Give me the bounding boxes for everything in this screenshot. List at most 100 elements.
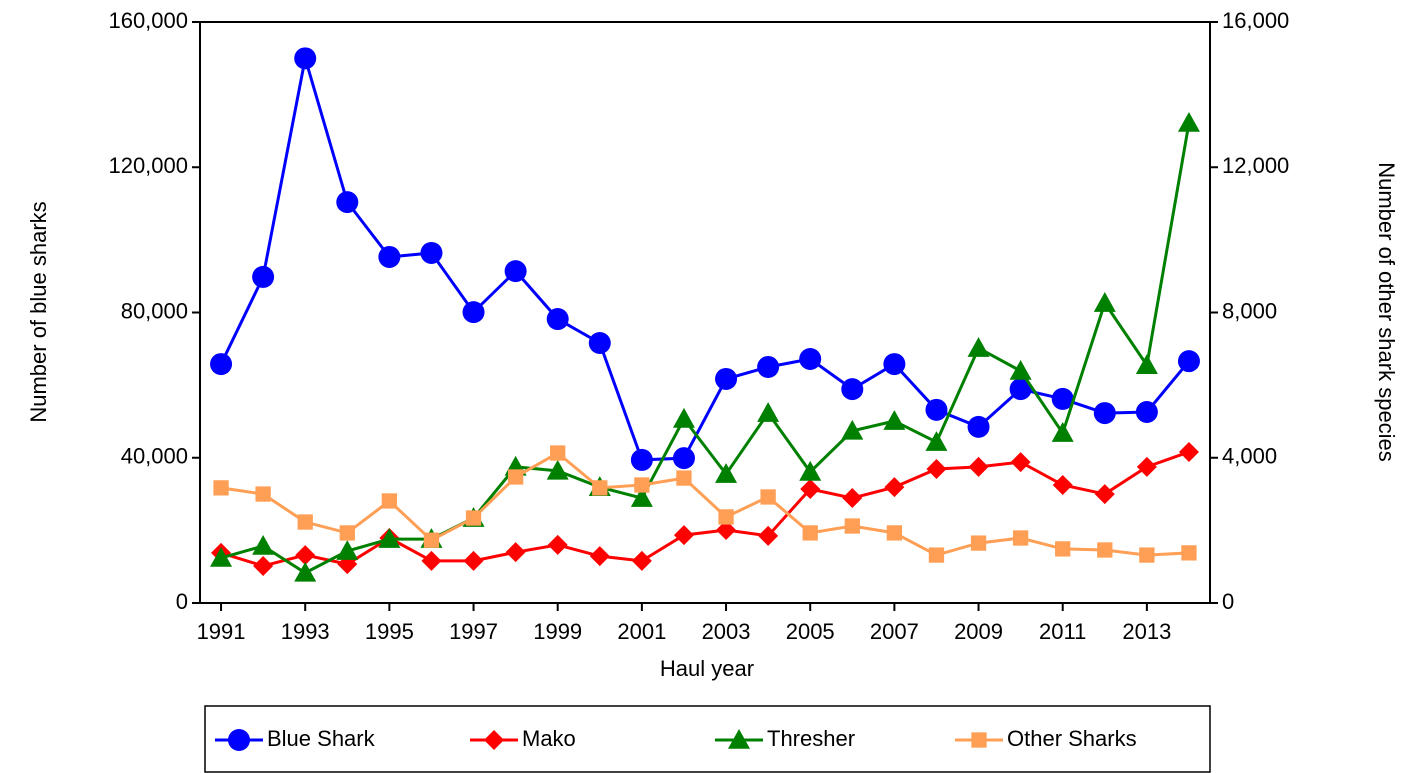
y-axis-label: Number of blue sharks xyxy=(26,201,51,422)
marker xyxy=(799,347,822,370)
series-line xyxy=(220,451,1190,557)
marker xyxy=(728,729,750,749)
y2-axis-label: Number of other shark species xyxy=(1374,162,1399,462)
y2-tick-label: 4,000 xyxy=(1222,444,1277,469)
x-axis-label: Haul year xyxy=(660,656,754,681)
y2-tick-label: 8,000 xyxy=(1222,298,1277,323)
legend-label: Other Sharks xyxy=(1007,726,1137,751)
marker xyxy=(926,459,947,480)
marker xyxy=(757,355,780,378)
marker xyxy=(592,480,608,496)
marker xyxy=(1051,422,1074,442)
y2-tick-label: 0 xyxy=(1222,589,1234,614)
marker xyxy=(546,459,569,480)
marker xyxy=(971,732,987,748)
marker xyxy=(505,542,526,563)
marker xyxy=(673,525,694,546)
x-tick-label: 2013 xyxy=(1122,619,1171,644)
legend-label: Blue Shark xyxy=(267,726,376,751)
marker xyxy=(884,477,905,498)
y-tick-label: 0 xyxy=(176,589,188,614)
marker xyxy=(294,561,317,582)
marker xyxy=(1051,387,1074,410)
x-tick-label: 1995 xyxy=(365,619,414,644)
marker xyxy=(1177,111,1200,132)
marker xyxy=(676,470,692,486)
marker xyxy=(967,337,990,357)
x-tick-label: 2011 xyxy=(1039,619,1086,644)
marker xyxy=(378,245,401,268)
marker xyxy=(213,480,229,496)
marker xyxy=(507,469,524,485)
marker xyxy=(1181,545,1197,561)
marker xyxy=(799,460,822,481)
marker xyxy=(1097,542,1113,558)
marker xyxy=(504,260,527,283)
marker xyxy=(228,729,250,751)
plot-frame xyxy=(199,21,1211,604)
marker xyxy=(297,514,313,530)
y-tick-label: 160,000 xyxy=(108,8,188,33)
marker xyxy=(339,525,355,541)
x-tick-label: 1997 xyxy=(449,619,498,644)
marker xyxy=(970,535,987,551)
x-tick-label: 1993 xyxy=(281,619,330,644)
marker xyxy=(716,520,737,541)
marker xyxy=(463,550,484,571)
marker xyxy=(886,525,903,541)
marker xyxy=(253,555,274,576)
marker xyxy=(760,489,776,505)
marker xyxy=(1178,441,1199,462)
marker xyxy=(718,509,734,525)
marker xyxy=(672,407,695,428)
marker xyxy=(1052,474,1073,495)
marker xyxy=(800,478,821,499)
marker xyxy=(589,546,610,567)
marker xyxy=(1009,378,1032,401)
marker xyxy=(336,540,359,560)
series-line xyxy=(220,122,1191,575)
marker xyxy=(968,456,989,477)
marker xyxy=(252,265,275,288)
x-tick-label: 2005 xyxy=(786,619,835,644)
marker xyxy=(210,546,233,567)
marker xyxy=(1055,541,1071,557)
x-tick-label: 1999 xyxy=(533,619,582,644)
x-tick-label: 2003 xyxy=(702,619,751,644)
marker xyxy=(1135,400,1158,423)
marker xyxy=(715,463,738,483)
marker xyxy=(1094,484,1115,505)
marker xyxy=(484,730,504,750)
legend-box xyxy=(204,705,1211,773)
marker xyxy=(421,550,442,571)
marker xyxy=(757,402,780,422)
marker xyxy=(883,353,906,376)
marker xyxy=(842,488,863,509)
y2-tick-label: 16,000 xyxy=(1222,8,1289,33)
x-tick-label: 2009 xyxy=(954,619,1003,644)
series-line xyxy=(220,450,1190,568)
y-tick-label: 120,000 xyxy=(108,153,188,178)
marker xyxy=(925,398,948,421)
marker xyxy=(423,532,440,548)
marker xyxy=(928,547,945,563)
marker xyxy=(1139,547,1155,563)
marker xyxy=(715,367,738,390)
legend-label: Mako xyxy=(522,726,576,751)
marker xyxy=(630,487,653,507)
marker xyxy=(758,525,779,546)
y-tick-label: 80,000 xyxy=(121,298,188,323)
legend-label: Thresher xyxy=(767,726,855,751)
marker xyxy=(1177,350,1200,373)
marker xyxy=(295,545,316,566)
marker xyxy=(631,550,652,571)
marker xyxy=(381,493,398,509)
marker xyxy=(1009,359,1032,380)
marker xyxy=(210,353,233,376)
y2-tick-label: 12,000 xyxy=(1222,153,1289,178)
marker xyxy=(336,191,359,214)
marker xyxy=(1093,402,1116,425)
marker xyxy=(420,241,443,264)
marker xyxy=(294,47,317,70)
